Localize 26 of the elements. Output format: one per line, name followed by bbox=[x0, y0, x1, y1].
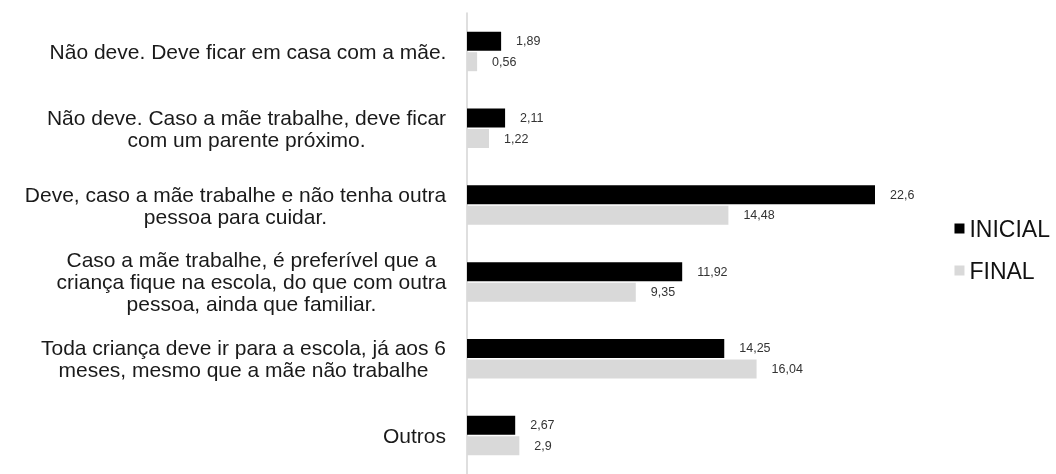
data-label: 14,48 bbox=[743, 208, 775, 223]
y-tick-label: Não deve. Deve ficar em casa com a mãe. bbox=[49, 39, 447, 63]
y-tick-label: Não deve. Caso a mãe trabalhe, deve ficar com um parente próximo. bbox=[46, 105, 447, 151]
bar bbox=[467, 338, 725, 358]
data-label: 0,56 bbox=[492, 54, 517, 69]
data-label: 11,92 bbox=[697, 264, 728, 279]
data-label: 2,67 bbox=[530, 418, 555, 433]
bar bbox=[467, 415, 516, 435]
y-tick-label: Toda criança deve ir para a escola, já aos 6 meses, mesmo que a mãe não trabalhe bbox=[40, 336, 447, 382]
y-tick-label: Outros bbox=[382, 424, 447, 448]
data-label: 2,9 bbox=[534, 438, 552, 453]
y-tick-label: Caso a mãe trabalhe, é preferível que a criança fique na escola, do que com outra pessoa, ainda que familiar. bbox=[56, 248, 447, 316]
bar bbox=[467, 108, 506, 128]
legend-label: INICIAL bbox=[969, 215, 1051, 242]
data-label: 9,35 bbox=[650, 285, 676, 300]
data-label: 1,89 bbox=[516, 34, 541, 49]
data-label: 14,25 bbox=[739, 341, 771, 356]
bar bbox=[467, 262, 683, 282]
data-label: 22,6 bbox=[890, 187, 915, 202]
y-tick-label: Deve, caso a mãe trabalhe e não tenha outra pessoa para cuidar. bbox=[24, 182, 447, 228]
data-label: 1,22 bbox=[504, 131, 529, 146]
legend-label: FINAL bbox=[969, 257, 1035, 284]
bar bbox=[467, 31, 502, 51]
data-label: 16,04 bbox=[771, 362, 803, 377]
bar bbox=[467, 185, 875, 205]
data-label: 2,11 bbox=[520, 110, 544, 125]
